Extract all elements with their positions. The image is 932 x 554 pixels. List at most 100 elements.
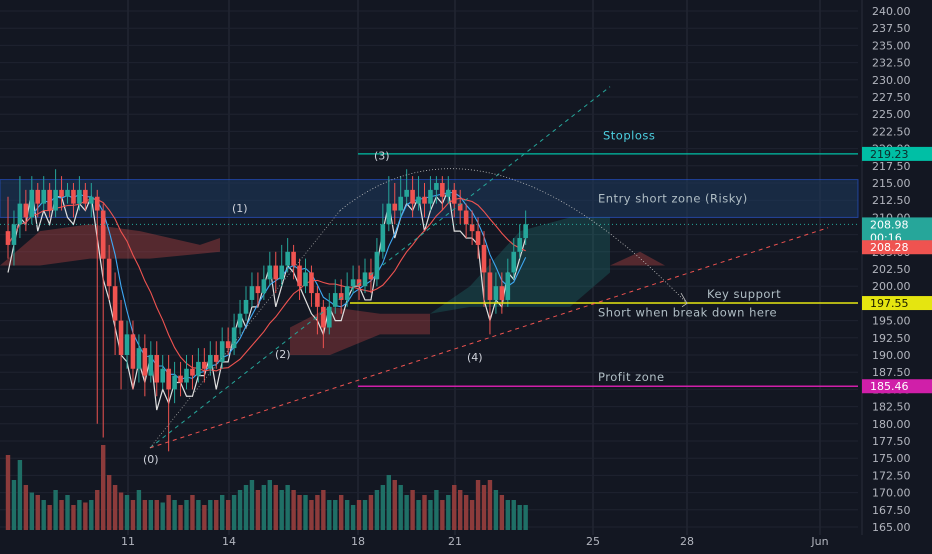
candle-body	[398, 196, 403, 211]
candle-body	[35, 189, 41, 204]
volume-bar	[463, 495, 469, 530]
candle-body	[297, 265, 302, 287]
volume-bar	[190, 495, 195, 530]
volume-bar	[17, 460, 23, 530]
y-tick-label: 180.00	[872, 418, 911, 431]
volume-bar	[267, 480, 272, 530]
y-tick-label: 222.50	[872, 125, 911, 138]
stoploss-price-tag: 219.23	[862, 146, 932, 161]
candle-body	[53, 189, 58, 211]
candle-body	[172, 375, 177, 390]
candle-body	[59, 189, 64, 197]
volume-bar	[475, 480, 481, 530]
volume-bar	[220, 495, 225, 530]
arc-arrow	[680, 292, 688, 308]
volume-bar	[214, 500, 219, 530]
volume-bar	[309, 500, 314, 530]
candle-body	[94, 196, 100, 211]
last-price-tag: 208.98	[862, 217, 932, 232]
volume-bar	[225, 500, 231, 530]
volume-bar	[29, 492, 34, 530]
volume-bar	[303, 495, 308, 530]
candle-body	[422, 196, 427, 204]
candle-body	[142, 348, 148, 376]
candle-body	[11, 224, 17, 245]
candle-body	[303, 272, 308, 287]
volume-bar	[380, 485, 386, 530]
wave-label: (0)	[143, 453, 159, 466]
candle-body	[5, 231, 11, 245]
volume-bar	[356, 500, 362, 530]
volume-bar	[315, 495, 320, 530]
volume-bar	[231, 495, 237, 530]
volume-bar	[404, 495, 409, 530]
candle-body	[279, 265, 284, 280]
candle-body	[487, 272, 493, 300]
volume-bar	[511, 500, 516, 530]
y-tick-label: 170.00	[872, 487, 911, 500]
trendline-green	[149, 86, 611, 449]
candle-body	[190, 368, 195, 376]
x-tick-label: 28	[680, 535, 694, 548]
x-tick-label: 25	[586, 535, 600, 548]
profit-zone-label: Profit zone	[598, 370, 665, 384]
wave-label: (3)	[374, 150, 390, 163]
candle-body	[17, 203, 23, 225]
wave-label: (1)	[232, 202, 248, 215]
volume-bar	[5, 455, 11, 530]
y-tick-label: 200.00	[872, 280, 911, 293]
candle-body	[255, 286, 261, 294]
candle-body	[386, 203, 392, 225]
candle-body	[124, 334, 130, 355]
volume-bar	[208, 500, 213, 530]
svg-text:185.46: 185.46	[870, 380, 909, 393]
candle-body	[392, 203, 398, 211]
stoploss-label: Stoploss	[603, 129, 655, 143]
volume-bar	[53, 490, 58, 530]
y-tick-label: 187.50	[872, 366, 911, 379]
volume-bar	[416, 500, 421, 530]
candle-body	[440, 183, 445, 197]
volume-bar	[350, 505, 356, 530]
volume-bar	[47, 505, 52, 530]
volume-bar	[83, 502, 88, 530]
volume-bar	[184, 500, 189, 530]
candle-body	[83, 189, 88, 204]
candle-body	[71, 189, 76, 204]
candle-body	[89, 196, 94, 204]
candle-body	[118, 320, 124, 355]
volume-bar	[517, 505, 522, 530]
volume-bar	[469, 500, 475, 530]
volume-bar	[327, 500, 332, 530]
volume-bar	[112, 485, 118, 530]
volume-bar	[71, 505, 76, 530]
volume-bar	[255, 490, 261, 530]
volume-bar	[35, 495, 40, 530]
candle-body	[451, 189, 457, 204]
candle-body	[184, 368, 189, 383]
volume-bar	[446, 495, 451, 530]
profit-price-tag: 185.46	[862, 379, 932, 394]
lagging-line	[7, 187, 527, 411]
y-tick-label: 215.00	[872, 177, 911, 190]
volume-bar	[321, 490, 326, 530]
candle-body	[47, 189, 52, 211]
svg-text:208.28: 208.28	[870, 241, 909, 254]
y-tick-label: 192.50	[872, 332, 911, 345]
volume-bar	[160, 502, 165, 530]
candle-body	[41, 189, 46, 204]
candle-body	[469, 224, 475, 232]
volume-bar	[386, 475, 391, 530]
candle-body	[106, 258, 112, 287]
candle-body	[213, 355, 219, 362]
volume-bar	[297, 495, 302, 530]
volume-bar	[398, 485, 403, 530]
volume-bar	[499, 495, 505, 530]
candle-body	[410, 189, 415, 204]
volume-bar	[101, 445, 106, 530]
volume-bar	[243, 485, 249, 530]
volume-bar	[279, 490, 284, 530]
candle-body	[285, 251, 290, 266]
